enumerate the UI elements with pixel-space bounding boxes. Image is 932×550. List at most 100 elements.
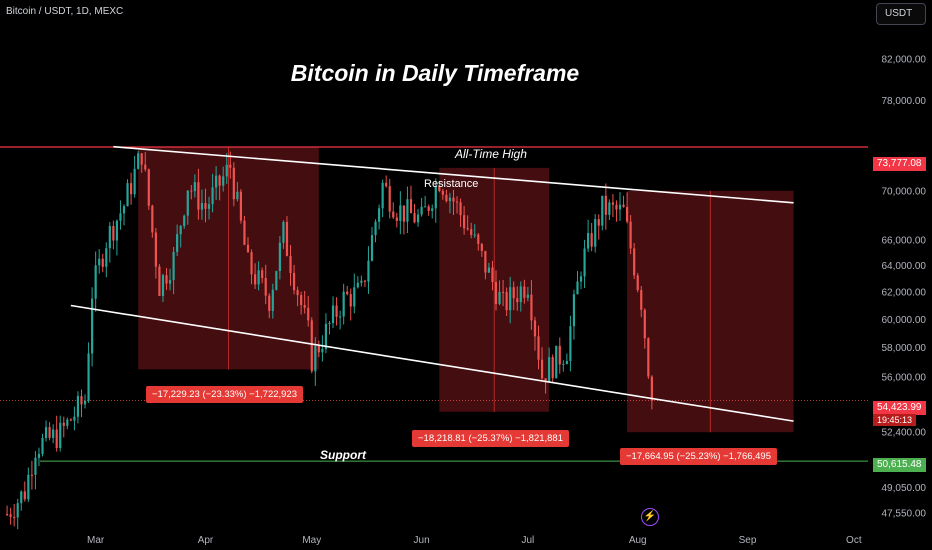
lower-trendline bbox=[70, 304, 794, 422]
candle-body bbox=[569, 326, 572, 361]
candle-body bbox=[41, 437, 44, 454]
x-tick-label: Mar bbox=[87, 535, 105, 546]
candle-body bbox=[59, 422, 62, 448]
support-price-tag: 50,615.48 bbox=[873, 458, 926, 472]
candle-body bbox=[480, 243, 483, 251]
candle-body bbox=[537, 336, 540, 360]
candle-body bbox=[381, 182, 384, 209]
candle-body bbox=[544, 378, 547, 383]
candle-body bbox=[133, 168, 136, 195]
candle-body bbox=[459, 202, 462, 216]
candle-body bbox=[484, 250, 487, 273]
candle-body bbox=[80, 396, 83, 405]
candle-body bbox=[562, 363, 565, 365]
candle-body bbox=[105, 248, 108, 267]
candle-body bbox=[491, 267, 494, 283]
candle-body bbox=[215, 175, 218, 188]
candle-body bbox=[636, 275, 639, 291]
candle-body bbox=[48, 427, 51, 438]
candle-body bbox=[622, 204, 625, 208]
candle-body bbox=[176, 234, 179, 253]
candle-body bbox=[647, 338, 650, 377]
candle-body bbox=[239, 191, 243, 221]
candle-body bbox=[399, 205, 402, 221]
candle-body bbox=[34, 457, 37, 475]
candle-body bbox=[172, 252, 175, 281]
candle-body bbox=[13, 517, 16, 519]
candle-body bbox=[512, 287, 515, 299]
candle-body bbox=[385, 182, 388, 187]
candle-body bbox=[367, 260, 370, 282]
candle-body bbox=[445, 194, 448, 202]
candle-body bbox=[565, 360, 568, 364]
candle-body bbox=[346, 291, 349, 295]
candle-body bbox=[328, 323, 331, 325]
candle-body bbox=[122, 206, 126, 214]
candle-body bbox=[555, 345, 558, 379]
ath-price-tag: 73,777.08 bbox=[873, 157, 926, 171]
candle-body bbox=[363, 280, 367, 282]
candle-body bbox=[278, 242, 281, 272]
drop-label-2: −18,218.81 (−25.37%) −1,821,881 bbox=[412, 430, 569, 447]
candle-body bbox=[73, 416, 76, 421]
candle-body bbox=[601, 195, 604, 226]
currency-unit-button[interactable]: USDT bbox=[876, 3, 926, 25]
candle-body bbox=[140, 153, 143, 165]
candle-body bbox=[611, 202, 615, 205]
candle-body bbox=[229, 164, 232, 168]
y-tick-label: 56,000.00 bbox=[882, 372, 927, 383]
candle-body bbox=[144, 164, 147, 170]
candle-body bbox=[594, 219, 597, 247]
candle-body bbox=[324, 323, 328, 349]
candle-body bbox=[257, 270, 260, 285]
candle-body bbox=[608, 202, 611, 215]
candle-body bbox=[427, 206, 430, 211]
candle-body bbox=[236, 191, 239, 200]
candle-body bbox=[643, 309, 646, 339]
y-tick-label: 58,000.00 bbox=[882, 343, 927, 354]
x-tick-label: Sep bbox=[739, 535, 757, 546]
y-tick-label: 78,000.00 bbox=[882, 96, 927, 107]
candle-body bbox=[119, 213, 122, 221]
candle-body bbox=[20, 491, 23, 504]
x-tick-label: Oct bbox=[846, 535, 862, 546]
current-price-tag: 54,423.99 bbox=[873, 401, 926, 415]
candle-body bbox=[470, 229, 473, 235]
candle-body bbox=[161, 275, 165, 296]
resistance-label: Resistance bbox=[424, 178, 479, 190]
candle-body bbox=[296, 290, 299, 296]
candle-body bbox=[424, 206, 427, 208]
y-tick-label: 60,000.00 bbox=[882, 315, 927, 326]
candle-body bbox=[268, 295, 271, 311]
candle-body bbox=[190, 190, 193, 192]
candle-body bbox=[211, 187, 214, 205]
y-tick-label: 49,050.00 bbox=[882, 483, 927, 494]
candle-body bbox=[271, 289, 274, 311]
candle-body bbox=[193, 182, 196, 192]
candle-body bbox=[533, 320, 537, 337]
candle-body bbox=[640, 290, 643, 310]
candle-body bbox=[540, 359, 544, 379]
y-tick-label: 62,000.00 bbox=[882, 287, 927, 298]
support-label: Support bbox=[320, 448, 366, 462]
candle-body bbox=[69, 419, 72, 421]
candle-body bbox=[137, 153, 140, 169]
candle-body bbox=[618, 204, 622, 210]
candle-body bbox=[477, 234, 480, 244]
candle-body bbox=[55, 429, 58, 448]
candle-body bbox=[264, 278, 267, 296]
all-time-high-label: All-Time High bbox=[455, 147, 527, 161]
candle-body bbox=[519, 286, 522, 303]
candle-body bbox=[431, 208, 434, 211]
lightning-logo-icon: ⚡ bbox=[641, 508, 659, 526]
candle-body bbox=[307, 307, 310, 321]
candle-body bbox=[392, 211, 395, 218]
candle-body bbox=[604, 195, 607, 215]
candle-body bbox=[441, 191, 444, 195]
candle-body bbox=[292, 272, 296, 291]
candle-body bbox=[597, 219, 600, 226]
candle-body bbox=[579, 276, 583, 282]
candle-body bbox=[572, 294, 576, 327]
candle-body bbox=[154, 232, 157, 267]
